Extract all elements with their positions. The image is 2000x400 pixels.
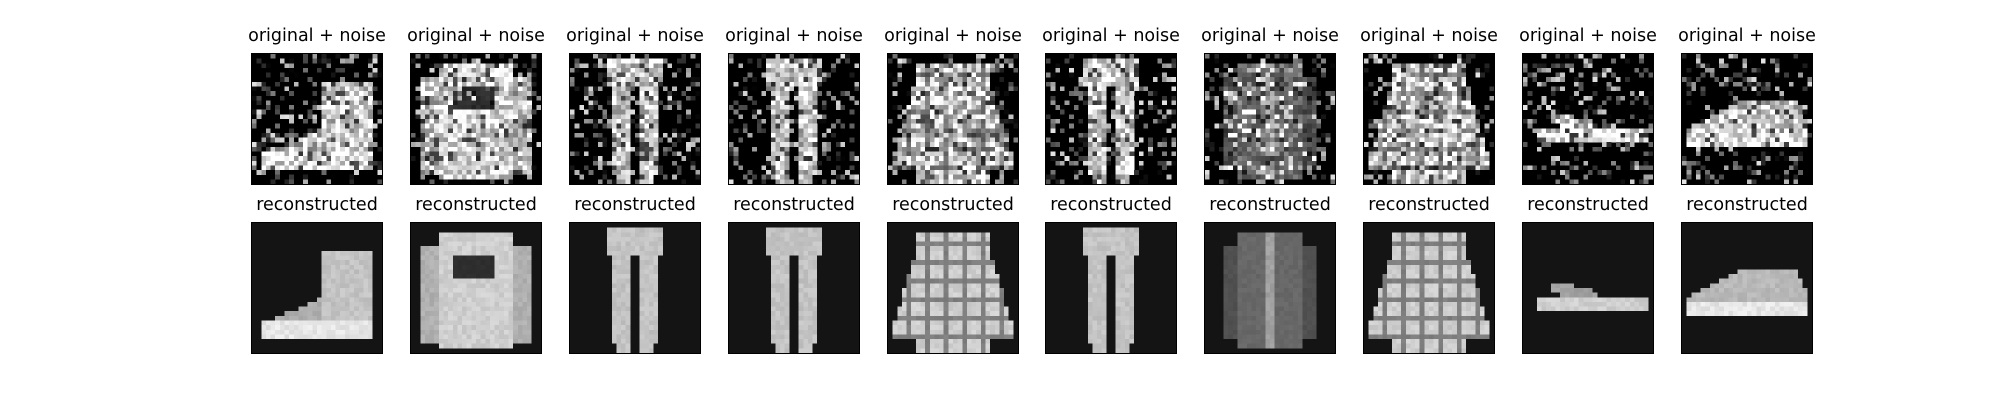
pixel-grid bbox=[570, 54, 700, 184]
reconstructed-image-2 bbox=[410, 222, 542, 354]
reconstructed-image-9 bbox=[1522, 222, 1654, 354]
noisy-title-4: original + noise bbox=[725, 26, 863, 46]
pixel-grid bbox=[1046, 54, 1176, 184]
noisy-image-2 bbox=[410, 53, 542, 185]
pixel-grid bbox=[1205, 54, 1335, 184]
pixel-grid bbox=[1364, 223, 1494, 353]
noisy-title-7: original + noise bbox=[1201, 26, 1339, 46]
noisy-image-4 bbox=[728, 53, 860, 185]
pixel-grid bbox=[570, 223, 700, 353]
pixel-grid bbox=[1205, 223, 1335, 353]
pixel-grid bbox=[1682, 54, 1812, 184]
pixel-grid bbox=[252, 54, 382, 184]
reconstructed-title-8: reconstructed bbox=[1368, 195, 1490, 215]
reconstructed-title-1: reconstructed bbox=[256, 195, 378, 215]
reconstructed-image-1 bbox=[251, 222, 383, 354]
reconstructed-title-6: reconstructed bbox=[1050, 195, 1172, 215]
reconstructed-title-7: reconstructed bbox=[1209, 195, 1331, 215]
pixel-grid bbox=[1523, 223, 1653, 353]
noisy-image-6 bbox=[1045, 53, 1177, 185]
noisy-title-3: original + noise bbox=[566, 26, 704, 46]
reconstructed-image-3 bbox=[569, 222, 701, 354]
pixel-grid bbox=[1682, 223, 1812, 353]
pixel-grid bbox=[252, 223, 382, 353]
noisy-title-9: original + noise bbox=[1519, 26, 1657, 46]
noisy-image-9 bbox=[1522, 53, 1654, 185]
noisy-title-2: original + noise bbox=[407, 26, 545, 46]
noisy-title-6: original + noise bbox=[1042, 26, 1180, 46]
noisy-image-3 bbox=[569, 53, 701, 185]
noisy-image-7 bbox=[1204, 53, 1336, 185]
noisy-title-1: original + noise bbox=[248, 26, 386, 46]
pixel-grid bbox=[888, 223, 1018, 353]
reconstructed-image-10 bbox=[1681, 222, 1813, 354]
reconstructed-title-4: reconstructed bbox=[733, 195, 855, 215]
reconstructed-title-9: reconstructed bbox=[1527, 195, 1649, 215]
reconstructed-title-5: reconstructed bbox=[892, 195, 1014, 215]
pixel-grid bbox=[411, 223, 541, 353]
noisy-image-5 bbox=[887, 53, 1019, 185]
pixel-grid bbox=[1046, 223, 1176, 353]
reconstructed-title-2: reconstructed bbox=[415, 195, 537, 215]
reconstructed-image-5 bbox=[887, 222, 1019, 354]
reconstructed-image-8 bbox=[1363, 222, 1495, 354]
reconstructed-image-6 bbox=[1045, 222, 1177, 354]
reconstructed-image-4 bbox=[728, 222, 860, 354]
pixel-grid bbox=[729, 223, 859, 353]
pixel-grid bbox=[411, 54, 541, 184]
reconstructed-title-10: reconstructed bbox=[1686, 195, 1808, 215]
noisy-image-1 bbox=[251, 53, 383, 185]
pixel-grid bbox=[888, 54, 1018, 184]
noisy-image-8 bbox=[1363, 53, 1495, 185]
noisy-image-10 bbox=[1681, 53, 1813, 185]
reconstructed-title-3: reconstructed bbox=[574, 195, 696, 215]
pixel-grid bbox=[729, 54, 859, 184]
pixel-grid bbox=[1364, 54, 1494, 184]
pixel-grid bbox=[1523, 54, 1653, 184]
noisy-title-8: original + noise bbox=[1360, 26, 1498, 46]
reconstructed-image-7 bbox=[1204, 222, 1336, 354]
noisy-title-10: original + noise bbox=[1678, 26, 1816, 46]
noisy-title-5: original + noise bbox=[884, 26, 1022, 46]
